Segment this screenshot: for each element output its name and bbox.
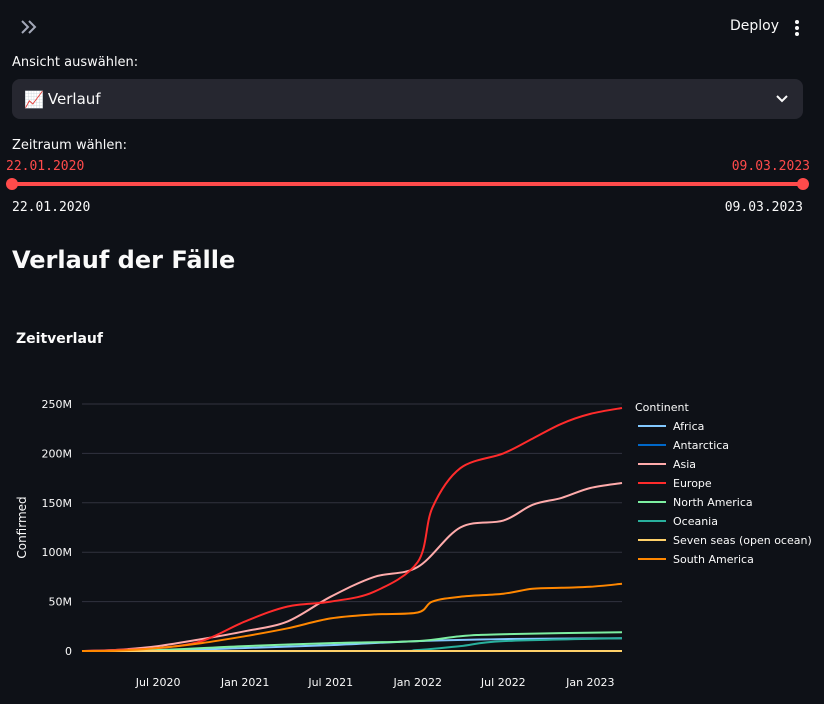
x-tick-label: Jul 2022 (480, 676, 526, 689)
x-tick-label: Jan 2023 (565, 676, 614, 689)
expand-sidebar-button[interactable] (18, 16, 42, 38)
series-line-south-america (81, 582, 623, 653)
main-menu-button[interactable] (788, 18, 806, 38)
series-line-asia (81, 482, 623, 652)
series-line-europe (81, 407, 623, 652)
x-tick-label: Jul 2021 (307, 676, 353, 689)
slider-start-thumb[interactable] (6, 178, 18, 190)
y-tick-label: 150M (42, 497, 73, 510)
chart-emoji-icon: 📈 (24, 89, 44, 109)
deploy-button[interactable]: Deploy (730, 18, 780, 34)
x-axis-label: Date (338, 702, 367, 704)
slider-end-thumb[interactable] (797, 178, 809, 190)
view-select-label: Ansicht auswählen: (12, 55, 139, 70)
y-tick-label: 0 (65, 645, 72, 658)
slider-max-value: 09.03.2023 (731, 159, 810, 174)
y-tick-label: 200M (42, 447, 73, 460)
legend-entry: Africa (673, 420, 704, 433)
more-vertical-icon (795, 20, 799, 36)
legend-entry: Oceania (673, 515, 718, 528)
x-tick-label: Jan 2022 (393, 676, 442, 689)
slider-range-min: 22.01.2020 (12, 200, 91, 215)
x-tick-label: Jan 2021 (220, 676, 269, 689)
slider-range-max: 09.03.2023 (724, 200, 803, 215)
date-slider-label: Zeitraum wählen: (12, 138, 128, 153)
section-title: Verlauf der Fälle (12, 246, 236, 274)
x-tick-label: Jul 2020 (135, 676, 181, 689)
y-axis-label: Confirmed (15, 496, 29, 558)
legend-entry: South America (673, 553, 754, 566)
legend-entry: Asia (673, 458, 696, 471)
y-tick-label: 250M (42, 398, 73, 411)
chart-title: Zeitverlauf (16, 331, 103, 347)
legend-entry: Antarctica (673, 439, 729, 452)
cases-line-chart[interactable]: 0 50M 100M 150M 200M 250M Jul 2020 Jan 2021 Jul … (0, 380, 824, 704)
legend-entry: Europe (673, 477, 712, 490)
y-tick-label: 50M (49, 596, 73, 609)
slider-min-value: 22.01.2020 (6, 159, 85, 174)
y-tick-label: 100M (42, 546, 73, 559)
series-line-north-america (81, 631, 623, 652)
chevron-down-icon (776, 95, 788, 103)
slider-track[interactable] (12, 182, 804, 186)
legend-entry: Seven seas (open ocean) (673, 534, 812, 547)
view-select-value: Verlauf (47, 90, 101, 108)
legend-title: Continent (635, 401, 689, 414)
double-chevron-right-icon (21, 20, 37, 34)
legend-entry: North America (673, 496, 753, 509)
view-select[interactable]: 📈 Verlauf (12, 79, 803, 119)
